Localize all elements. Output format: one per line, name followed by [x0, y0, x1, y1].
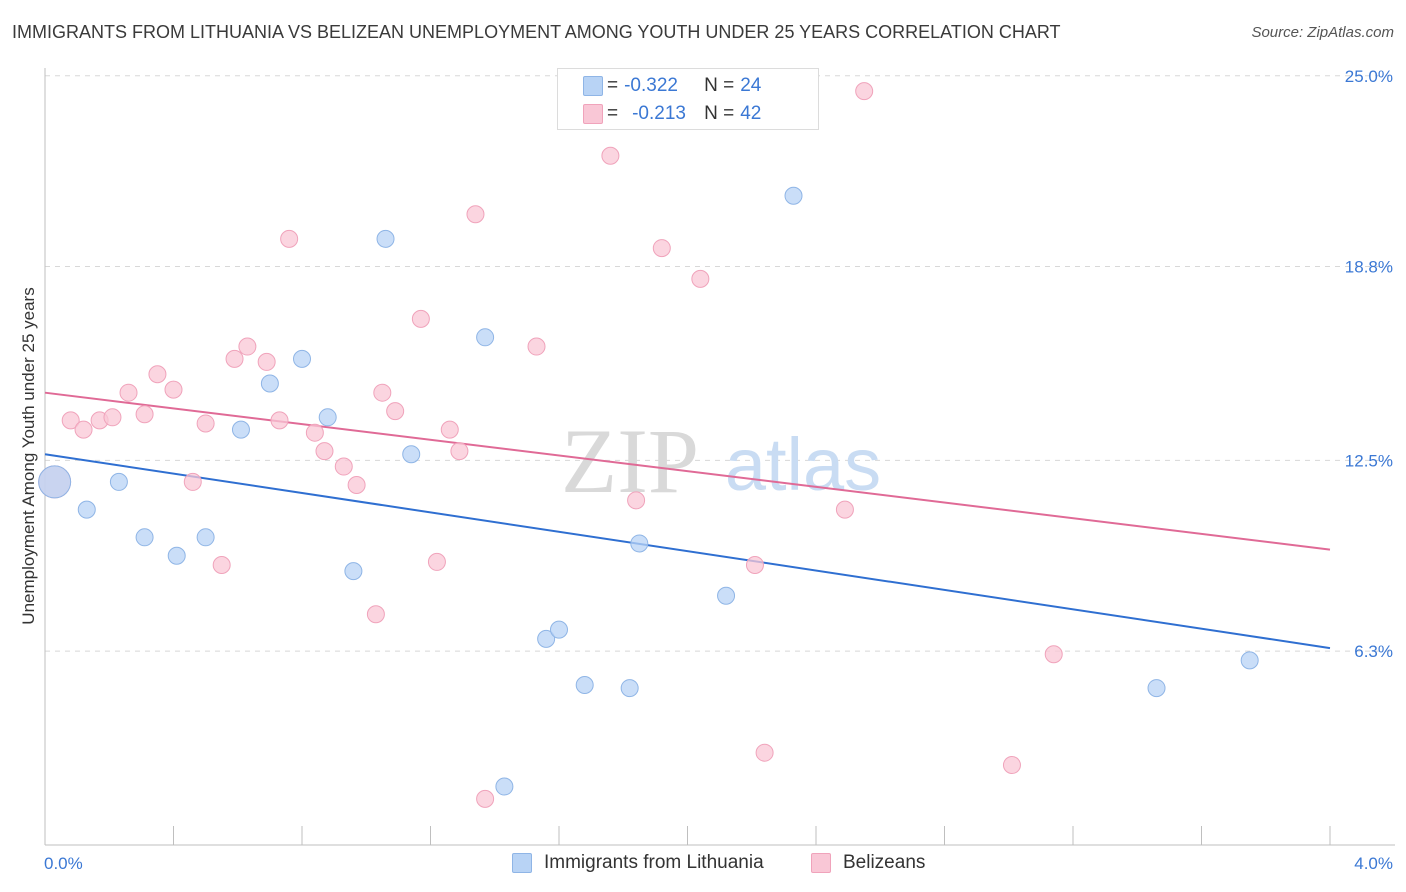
point-lithuania: [231, 420, 250, 439]
point-belizeans: [238, 337, 257, 356]
legend-item-lithuania: Immigrants from Lithuania: [512, 852, 764, 874]
axes: [44, 68, 1395, 846]
point-belizeans: [627, 491, 646, 510]
x-tick-label: 4.0%: [1354, 854, 1393, 873]
point-lithuania: [167, 546, 186, 565]
point-belizeans: [427, 552, 446, 571]
point-belizeans: [527, 337, 546, 356]
point-belizeans: [411, 309, 430, 328]
point-lithuania: [1147, 679, 1166, 698]
point-lithuania: [318, 408, 337, 427]
legend-swatch-lithuania: [512, 853, 532, 873]
point-belizeans: [119, 383, 138, 402]
chart-title: IMMIGRANTS FROM LITHUANIA VS BELIZEAN UN…: [12, 22, 1061, 42]
legend-item-belizeans: Belizeans: [811, 852, 925, 874]
legend-label-belizeans: Belizeans: [843, 852, 926, 873]
legend-r-value: -0.322: [624, 75, 678, 96]
point-lithuania: [77, 500, 96, 519]
y-tick-label: 25.0%: [1345, 67, 1393, 86]
axis-labels: 6.3% 12.5% 18.8% 25.0% 0.0% 4.0% Unemployment …: [19, 67, 1393, 873]
point-lithuania: [260, 374, 279, 393]
point-lithuania: [109, 472, 128, 491]
point-belizeans: [373, 383, 392, 402]
point-belizeans: [347, 476, 366, 494]
legend-r-value: -0.213: [632, 103, 686, 124]
legend-swatch-belizeans: [583, 104, 603, 124]
point-belizeans: [135, 405, 154, 424]
point-lithuania: [38, 465, 72, 499]
legend-row-belizeans: R = -0.213 N = 42: [583, 101, 762, 127]
point-lithuania: [630, 534, 649, 553]
point-belizeans: [366, 605, 385, 624]
point-lithuania: [293, 349, 311, 368]
source-label: Source: ZipAtlas.com: [1251, 24, 1394, 41]
watermark-atlas: atlas: [725, 423, 881, 506]
legend-n-label: N =: [704, 75, 735, 96]
point-belizeans: [103, 408, 122, 427]
y-axis-title: Unemployment Among Youth under 25 years: [19, 287, 38, 624]
legend-row-lithuania: R = -0.322 N = 24: [583, 73, 762, 99]
point-belizeans: [148, 365, 167, 384]
point-belizeans: [315, 442, 334, 461]
point-belizeans: [691, 269, 710, 288]
point-lithuania: [1240, 651, 1259, 670]
data-points: [38, 82, 1259, 808]
point-lithuania: [344, 562, 363, 581]
point-belizeans: [1044, 645, 1063, 664]
point-belizeans: [225, 349, 244, 368]
point-belizeans: [755, 743, 774, 762]
legend-n-value: 24: [740, 75, 762, 96]
y-tick-label: 12.5%: [1345, 451, 1393, 470]
gridlines: [45, 75, 1395, 652]
point-belizeans: [61, 411, 80, 430]
trend-line-belizeans: [44, 391, 1331, 551]
x-tick-label: 0.0%: [44, 854, 83, 873]
point-belizeans: [280, 229, 299, 248]
point-lithuania: [784, 186, 803, 205]
point-lithuania: [196, 528, 215, 547]
point-belizeans: [745, 556, 764, 574]
point-lithuania: [620, 679, 639, 698]
trend-line-lithuania: [44, 453, 1331, 650]
point-belizeans: [257, 352, 276, 371]
point-belizeans: [270, 411, 289, 430]
point-belizeans: [212, 556, 231, 574]
legend-swatch-lithuania: [583, 76, 603, 96]
trend-lines: [44, 391, 1331, 650]
point-belizeans: [183, 472, 202, 491]
legend-swatch-belizeans: [811, 853, 831, 873]
point-belizeans: [450, 442, 469, 461]
point-belizeans: [74, 420, 93, 439]
point-belizeans: [835, 500, 854, 519]
point-belizeans: [440, 420, 459, 439]
point-belizeans: [476, 789, 495, 808]
y-tick-label: 6.3%: [1354, 642, 1393, 661]
point-lithuania: [717, 586, 736, 605]
point-lithuania: [376, 229, 395, 248]
point-lithuania: [402, 445, 421, 464]
point-belizeans: [601, 146, 620, 165]
point-belizeans: [1002, 756, 1021, 774]
correlation-legend: R = -0.322 N = 24 R = -0.213 N = 42: [557, 68, 819, 130]
point-lithuania: [550, 620, 568, 639]
legend-n-label: N =: [704, 103, 735, 124]
legend-n-value: 42: [740, 103, 762, 124]
legend-label-lithuania: Immigrants from Lithuania: [544, 852, 764, 873]
point-belizeans: [334, 457, 353, 476]
point-lithuania: [575, 676, 594, 694]
point-lithuania: [135, 528, 154, 547]
point-belizeans: [466, 205, 485, 224]
point-lithuania: [495, 777, 514, 796]
point-lithuania: [476, 328, 495, 347]
point-belizeans: [652, 239, 671, 258]
point-lithuania: [537, 629, 556, 648]
point-belizeans: [386, 402, 405, 421]
series-legend: Immigrants from Lithuania Belizeans: [0, 852, 1406, 878]
point-belizeans: [855, 82, 874, 101]
point-belizeans: [196, 414, 215, 433]
point-belizeans: [164, 380, 183, 399]
point-belizeans: [305, 423, 324, 442]
y-tick-label: 18.8%: [1345, 258, 1393, 277]
